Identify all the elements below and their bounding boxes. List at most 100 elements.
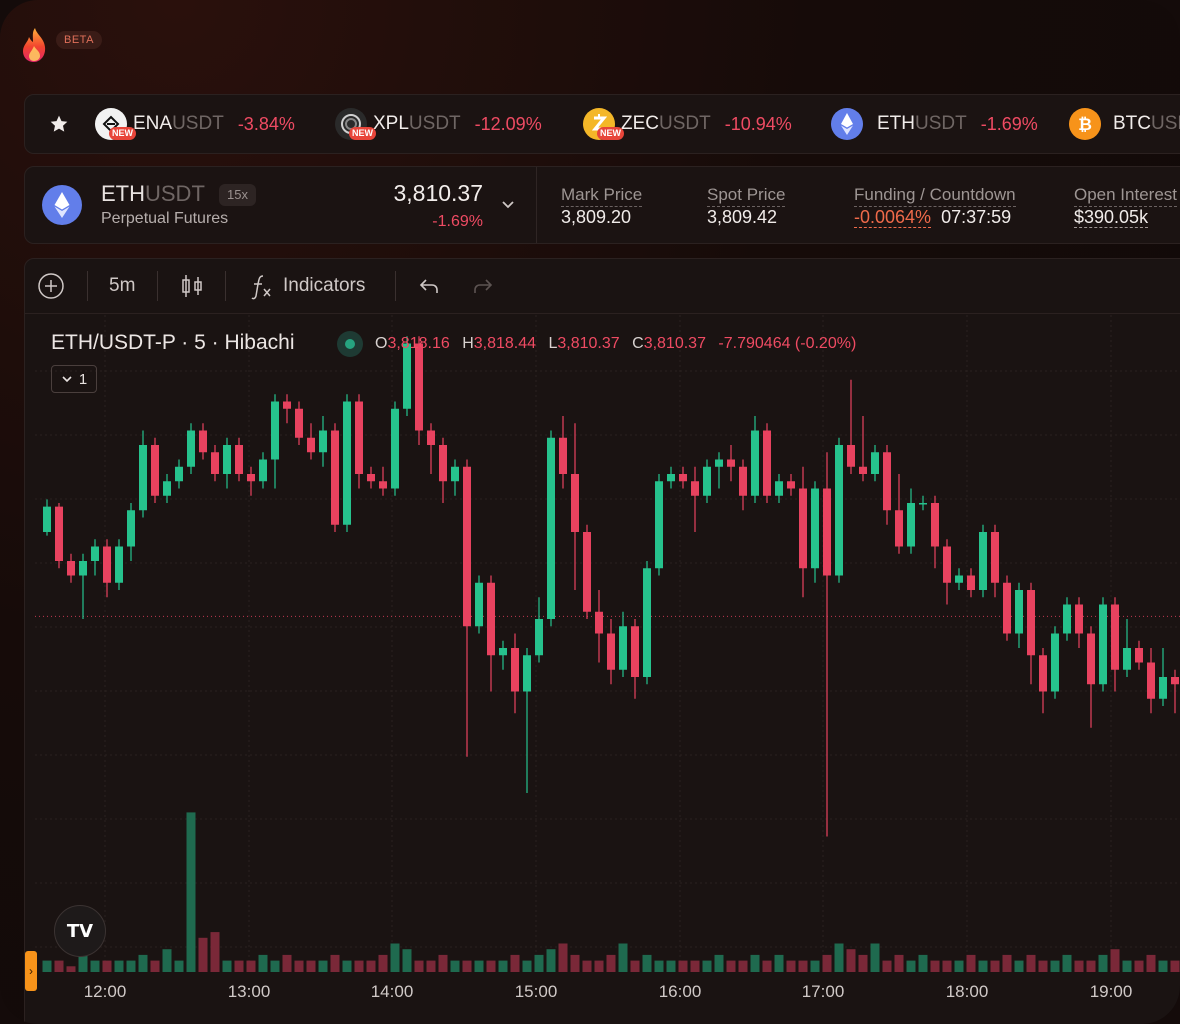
indicators-button[interactable]: Indicators xyxy=(247,259,365,313)
ticker-item-ena[interactable]: NEW ENA USDT -3.84% xyxy=(95,95,295,153)
candle-body xyxy=(1147,662,1155,699)
candle xyxy=(1015,582,1023,648)
volume-bar xyxy=(966,954,976,972)
hibachi-flame-logo[interactable] xyxy=(20,26,50,64)
candle-body xyxy=(319,430,327,453)
chevron-down-icon xyxy=(62,376,72,383)
chart-type-button[interactable] xyxy=(179,259,205,313)
low-value: 3,810.37 xyxy=(557,335,620,352)
ticker-base: ETH xyxy=(877,113,915,134)
mark-price-label: Mark Price xyxy=(561,185,643,207)
volume-bar xyxy=(1146,954,1156,972)
candle-body xyxy=(163,481,171,496)
candle-body xyxy=(139,445,147,511)
undo-icon xyxy=(419,279,438,293)
volume-bar xyxy=(510,954,520,972)
beta-badge: BETA xyxy=(56,31,102,49)
xpl-coin-icon: NEW xyxy=(335,108,376,140)
chart-symbol: ETH/USDT-P · 5 · Hibachi xyxy=(51,331,295,354)
ticker-item-eth[interactable]: ETH USDT -1.69% xyxy=(831,95,1038,153)
last-price: 3,810.37 xyxy=(393,180,483,206)
market-type: Perpetual Futures xyxy=(101,210,229,227)
ticker-quote: USDT xyxy=(659,113,711,134)
candle-body xyxy=(307,437,315,453)
candle-body xyxy=(1015,590,1023,634)
ticker-item-zec[interactable]: NEW ZEC USDT -10.94% xyxy=(583,95,792,153)
candle-body xyxy=(1171,677,1179,685)
funding-countdown: 07:37:59 xyxy=(941,207,1012,227)
candle-body xyxy=(547,437,555,619)
candle-body xyxy=(151,445,159,496)
market-base: ETH xyxy=(101,181,145,206)
candle-body xyxy=(259,459,267,482)
ticker-base: ZEC xyxy=(621,113,659,134)
candle xyxy=(811,481,819,583)
ticker-change: -1.69% xyxy=(980,113,1038,134)
leverage-badge: 15x xyxy=(219,184,256,206)
candle xyxy=(523,648,531,793)
candle xyxy=(55,503,63,569)
ticker-item-xpl[interactable]: NEW XPL USDT -12.09% xyxy=(335,95,542,153)
tradingview-logo[interactable]: TV xyxy=(54,905,106,957)
new-badge: NEW xyxy=(349,127,376,140)
candle-body xyxy=(691,481,699,496)
volume-bar xyxy=(426,960,436,972)
candle xyxy=(379,466,387,496)
add-symbol-button[interactable] xyxy=(37,259,65,313)
candlestick-chart[interactable] xyxy=(25,259,1180,1024)
eth-market-icon xyxy=(42,185,82,225)
ticker-item-btc[interactable]: ₿ BTCUSDT xyxy=(1069,95,1180,153)
volume-bar xyxy=(414,960,424,972)
volume-bar xyxy=(186,812,196,972)
volume-bar xyxy=(498,960,508,972)
candle xyxy=(691,466,699,532)
volume-bar xyxy=(90,960,100,972)
redo-button[interactable] xyxy=(471,259,495,313)
ticker-base: BTC xyxy=(1113,113,1151,134)
ticker-bar: NEW ENA USDT -3.84% NEW XPL USDT -12.09% N… xyxy=(24,94,1180,154)
candle xyxy=(475,575,483,634)
interval-button[interactable]: 5m xyxy=(109,259,135,313)
favorites-star-icon[interactable] xyxy=(49,114,69,134)
candle-body xyxy=(235,445,243,474)
legend-collapse-button[interactable]: 1 xyxy=(51,365,97,393)
candle-body xyxy=(271,401,279,460)
candle xyxy=(871,445,879,482)
candle xyxy=(991,524,999,598)
market-pair[interactable]: ETHUSDT xyxy=(101,181,205,207)
high-value: 3,818.44 xyxy=(473,335,537,352)
candle-body xyxy=(1027,590,1035,656)
candle-body xyxy=(655,481,663,569)
candle xyxy=(1051,626,1059,699)
volume-bar xyxy=(114,960,124,972)
candle-body xyxy=(379,481,387,489)
volume-bar xyxy=(618,943,628,972)
market-quote: USDT xyxy=(145,181,205,206)
candle xyxy=(787,474,795,496)
candle-body xyxy=(967,575,975,590)
ticker-base: XPL xyxy=(373,113,409,134)
chevron-down-icon[interactable] xyxy=(501,197,515,211)
drawer-handle[interactable]: › xyxy=(25,951,37,991)
candle xyxy=(823,452,831,837)
volume-bar xyxy=(438,954,448,972)
candle xyxy=(1171,669,1179,714)
candle-body xyxy=(103,546,111,583)
market-header: ETHUSDT 15x Perpetual Futures 3,810.37 -… xyxy=(24,166,1180,244)
volume-bar xyxy=(558,943,568,972)
candle-body xyxy=(1051,633,1059,692)
volume-bar xyxy=(870,943,880,972)
candle xyxy=(223,437,231,489)
candle xyxy=(607,619,615,685)
candle-body xyxy=(127,510,135,547)
btc-coin-icon: ₿ xyxy=(1069,108,1101,140)
volume-bar xyxy=(342,960,352,972)
candle xyxy=(127,503,135,561)
candle xyxy=(1087,626,1095,728)
undo-button[interactable] xyxy=(417,259,441,313)
volume-bar xyxy=(726,960,736,972)
time-tick-label: 13:00 xyxy=(227,982,271,1001)
volume-bar xyxy=(894,954,904,972)
candle-body xyxy=(55,506,63,561)
